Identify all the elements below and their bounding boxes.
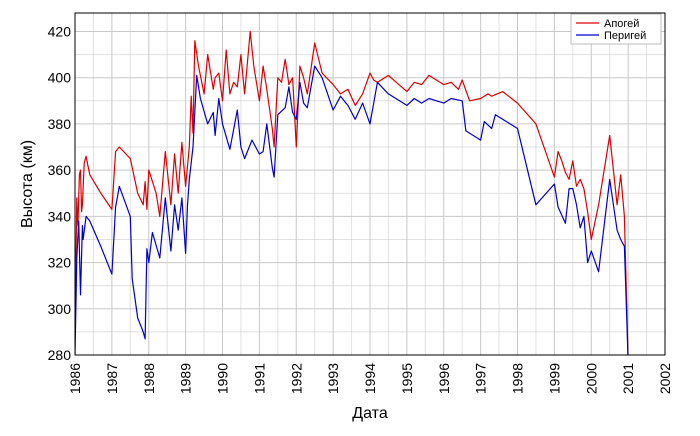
series-layer [75, 30, 629, 355]
x-tick-label: 2002 [657, 363, 673, 394]
x-tick-label: 1996 [436, 363, 452, 394]
x-tick-label: 1999 [546, 363, 562, 394]
x-tick-label: 2000 [583, 363, 599, 394]
x-tick-label: 1994 [362, 363, 378, 394]
y-tick-label: 300 [48, 301, 72, 317]
y-tick-labels: 280 300 320 340 360 380 400 420 [48, 23, 72, 363]
grid [74, 13, 666, 356]
y-tick-label: 280 [48, 347, 72, 363]
x-tick-labels: 1986 1987 1988 1989 1990 1991 1992 1993 1994 1995… [67, 363, 673, 394]
x-tick-label: 2001 [620, 363, 636, 394]
y-tick-label: 320 [48, 255, 72, 271]
y-tick-label: 400 [48, 70, 72, 86]
plot-frame [74, 12, 666, 356]
y-axis-title: Высота (км) [19, 140, 36, 228]
x-tick-label: 1987 [104, 363, 120, 394]
y-tick-label: 420 [48, 23, 72, 39]
legend-label-0: Апогей [604, 18, 639, 30]
x-tick-label: 1991 [251, 363, 267, 394]
x-tick-label: 1997 [473, 363, 489, 394]
x-tick-label: 1995 [399, 363, 415, 394]
x-tick-label: 1992 [288, 363, 304, 394]
x-tick-label: 1990 [215, 363, 231, 394]
x-axis-title: Дата [352, 405, 388, 422]
series-line-0 [75, 30, 629, 355]
y-tick-label: 340 [48, 208, 72, 224]
legend-box [570, 13, 662, 45]
series-line-1 [75, 65, 629, 355]
x-tick-label: 1988 [141, 363, 157, 394]
y-tick-label: 380 [48, 116, 72, 132]
x-tick-label: 1993 [325, 363, 341, 394]
legend-label-1: Перигей [604, 30, 646, 42]
x-tick-label: 1986 [67, 363, 83, 394]
y-tick-label: 360 [48, 162, 72, 178]
x-tick-label: 1989 [178, 363, 194, 394]
x-tick-label: 1998 [510, 363, 526, 394]
